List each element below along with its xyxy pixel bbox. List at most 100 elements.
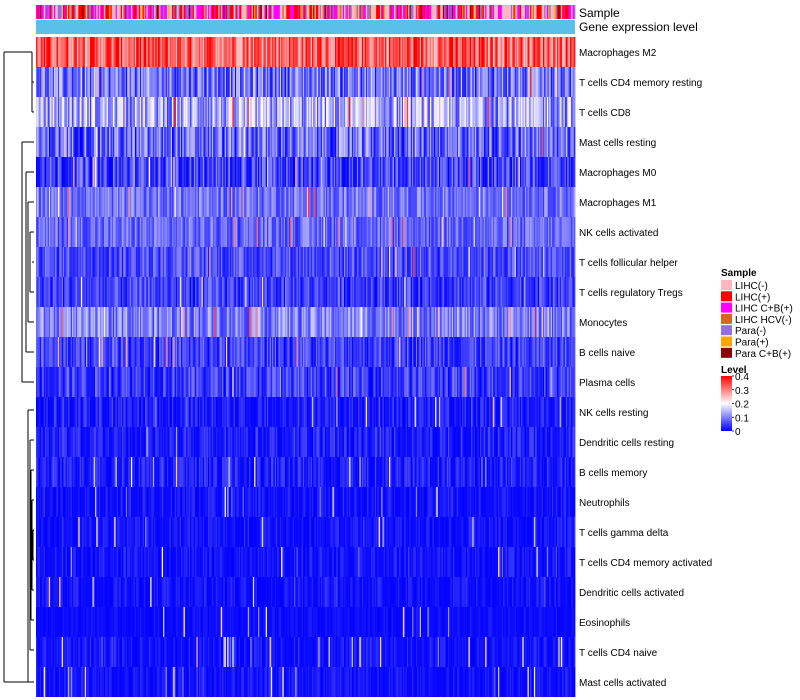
sample-annotation-cell xyxy=(545,5,548,19)
heatmap-cell xyxy=(128,307,131,337)
heatmap-cell xyxy=(86,127,88,157)
heatmap-cell xyxy=(315,307,318,337)
heatmap-cell xyxy=(480,217,482,247)
heatmap-cell xyxy=(143,247,146,277)
heatmap-cell xyxy=(363,67,365,97)
heatmap-cell xyxy=(255,337,258,367)
heatmap-cell xyxy=(482,277,485,307)
heatmap-cell xyxy=(332,247,335,277)
heatmap-cell xyxy=(156,67,159,97)
heatmap-cell xyxy=(536,157,539,187)
heatmap-cell xyxy=(324,247,327,277)
heatmap-cell xyxy=(322,67,324,97)
heatmap-row xyxy=(36,37,576,67)
heatmap-cell xyxy=(227,307,229,337)
heatmap-cell xyxy=(281,307,283,337)
heatmap-cell xyxy=(252,217,255,247)
heatmap-cell xyxy=(483,277,486,307)
sample-annotation-cell xyxy=(79,5,82,19)
heatmap-cell xyxy=(553,217,555,247)
heatmap-cell xyxy=(569,157,572,187)
heatmap-cell xyxy=(463,187,466,217)
heatmap-cell xyxy=(83,277,86,307)
heatmap-cell xyxy=(196,337,199,367)
heatmap-cell xyxy=(137,97,140,127)
heatmap-cell xyxy=(181,307,183,337)
heatmap-cell xyxy=(201,127,204,157)
heatmap-cell xyxy=(422,97,424,127)
sample-annotation-cell xyxy=(491,5,494,19)
heatmap-cell xyxy=(396,337,399,367)
heatmap-cell xyxy=(309,37,312,67)
heatmap-cell xyxy=(57,247,60,277)
heatmap-cell xyxy=(427,157,430,187)
heatmap-cell xyxy=(417,157,419,187)
heatmap-cell xyxy=(102,277,105,307)
heatmap-cell xyxy=(302,187,305,217)
heatmap-cell xyxy=(268,67,270,97)
heatmap-cell xyxy=(480,67,482,97)
heatmap-cell xyxy=(304,217,306,247)
heatmap-cell xyxy=(233,97,236,127)
heatmap-cell xyxy=(442,97,445,127)
heatmap-cell xyxy=(523,277,526,307)
sample-annotation-cell xyxy=(472,5,475,19)
heatmap-cell xyxy=(70,307,73,337)
heatmap-cell xyxy=(187,67,190,97)
heatmap-cell xyxy=(404,127,406,157)
sample-annotation-cell xyxy=(116,5,119,19)
heatmap-cell xyxy=(137,307,140,337)
heatmap-cell xyxy=(436,307,439,337)
heatmap-cell xyxy=(141,337,143,367)
heatmap-cell xyxy=(532,247,535,277)
heatmap-cell xyxy=(233,247,236,277)
heatmap-cell xyxy=(453,217,455,247)
heatmap-cell xyxy=(97,307,100,337)
heatmap-cell xyxy=(426,247,428,277)
heatmap-cell xyxy=(254,157,256,187)
heatmap-cell xyxy=(159,127,161,157)
heatmap-cell xyxy=(487,157,490,187)
heatmap-cell xyxy=(38,247,41,277)
heatmap-cell xyxy=(186,127,188,157)
heatmap-cell xyxy=(206,127,209,157)
heatmap-cell xyxy=(296,67,299,97)
heatmap-cell xyxy=(146,157,149,187)
heatmap-cell xyxy=(277,97,279,127)
heatmap-cell xyxy=(568,217,571,247)
heatmap-cell xyxy=(113,247,115,277)
heatmap-cell xyxy=(281,337,283,367)
heatmap-cell xyxy=(139,127,142,157)
heatmap-cell xyxy=(472,157,475,187)
heatmap-cell xyxy=(69,307,72,337)
heatmap-cell xyxy=(481,307,483,337)
heatmap-cell xyxy=(98,37,101,67)
heatmap-cell xyxy=(147,157,150,187)
heatmap-cell xyxy=(61,97,64,127)
heatmap-cell xyxy=(204,67,206,97)
heatmap-cell xyxy=(566,217,568,247)
heatmap-cell xyxy=(550,307,553,337)
heatmap-cell xyxy=(193,37,196,67)
heatmap-cell xyxy=(166,217,169,247)
heatmap-cell xyxy=(234,67,237,97)
sample-annotation-cell xyxy=(259,5,261,19)
heatmap-cell xyxy=(551,187,554,217)
heatmap-cell xyxy=(406,187,409,217)
heatmap-cell xyxy=(191,187,193,217)
heatmap-cell xyxy=(296,127,299,157)
heatmap-cell xyxy=(454,127,457,157)
heatmap-cell xyxy=(405,187,408,217)
heatmap-cell xyxy=(59,337,61,367)
heatmap-cell xyxy=(337,217,340,247)
heatmap-cell xyxy=(370,97,373,127)
heatmap-cell xyxy=(491,67,494,97)
heatmap-cell xyxy=(104,97,106,127)
heatmap-cell xyxy=(78,217,81,247)
heatmap-cell xyxy=(236,247,238,277)
heatmap-cell xyxy=(78,277,81,307)
heatmap-cell xyxy=(301,127,304,157)
heatmap-cell xyxy=(283,277,286,307)
heatmap-cell xyxy=(332,337,335,367)
heatmap-cell xyxy=(241,97,244,127)
